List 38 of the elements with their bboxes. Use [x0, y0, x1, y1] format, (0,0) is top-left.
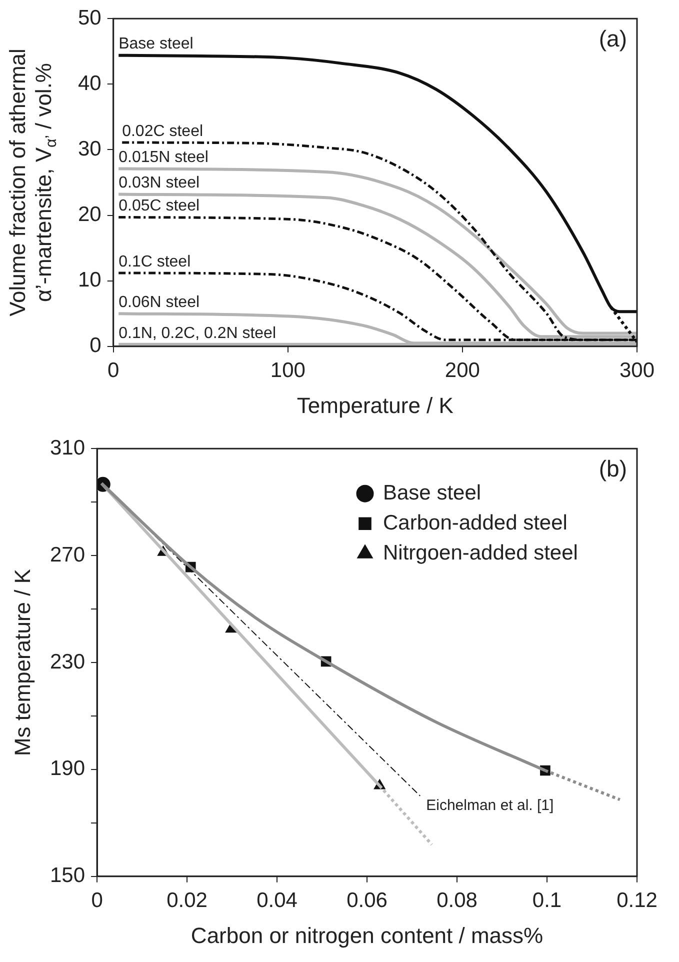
annotation: Eichelman et al. [1] [426, 797, 554, 814]
y-tick-label: 10 [78, 268, 102, 292]
y-tick-label: 150 [50, 864, 86, 888]
series-label: Base steel [118, 36, 194, 53]
series-label: 0.06N steel [118, 294, 200, 312]
legend-label: Nitrgoen-added steel [383, 541, 578, 564]
y-tick-label: 30 [78, 138, 102, 161]
x-tick-label: 0.12 [616, 888, 658, 912]
x-tick-label: 300 [619, 358, 655, 382]
y-tick-label: 230 [50, 650, 86, 674]
y-tick-label: 0 [90, 334, 102, 358]
y-axis-title: Ms temperature / K [10, 568, 36, 756]
x-tick-label: 0 [108, 358, 120, 382]
x-tick-label: 0.06 [346, 888, 388, 912]
series-label: 0.015N steel [118, 149, 208, 166]
x-tick-label: 0.04 [256, 888, 298, 912]
legend-label: Base steel [383, 481, 482, 504]
y-tick-label: 190 [50, 757, 86, 780]
series-label: 0.05C steel [118, 198, 200, 215]
y-tick-label: 310 [50, 436, 86, 460]
annotation: (a) [598, 25, 627, 52]
x-tick-label: 200 [444, 358, 480, 382]
x-tick-label: 0.02 [166, 888, 208, 912]
legend-label: Carbon-added steel [383, 511, 568, 534]
x-axis-title: Carbon or nitrogen content / mass% [190, 922, 544, 948]
x-axis-title: Temperature / K [296, 392, 454, 418]
y-tick-label: 20 [78, 203, 102, 226]
x-tick-label: 0.1 [532, 888, 562, 912]
series-label: 0.03N steel [118, 174, 200, 192]
series-label: 0.1C steel [118, 253, 191, 270]
series-label: 0.02C steel [122, 122, 204, 140]
y-tick-label: 270 [50, 543, 86, 566]
y-tick-label: 50 [78, 6, 102, 30]
series-label: 0.1N, 0.2C, 0.2N steel [118, 324, 276, 342]
x-tick-label: 100 [270, 358, 306, 382]
annotation: (b) [598, 455, 627, 482]
y-tick-label: 40 [78, 72, 102, 95]
x-tick-label: 0.08 [436, 888, 478, 912]
